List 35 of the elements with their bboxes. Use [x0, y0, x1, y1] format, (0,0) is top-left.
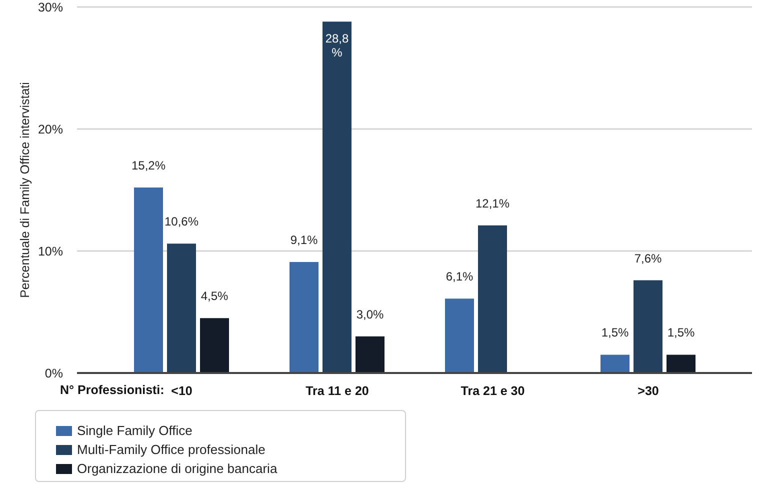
x-tick-label: Tra 11 e 20 — [306, 384, 369, 398]
bar — [134, 188, 163, 373]
y-tick-label: 30% — [38, 0, 63, 14]
legend-label: Organizzazione di origine bancaria — [77, 461, 278, 476]
bar — [290, 262, 318, 373]
data-label: 1,5% — [601, 326, 629, 340]
y-axis-title: Percentuale di Family Office intervistati — [18, 82, 32, 298]
x-tick-label: >30 — [638, 384, 659, 398]
data-label: 10,6% — [164, 214, 199, 229]
y-tick-label: 20% — [38, 122, 63, 136]
bar — [634, 280, 662, 373]
data-label: 1,5% — [667, 326, 695, 340]
bar — [600, 354, 630, 373]
legend-label: Single Family Office — [77, 423, 192, 438]
x-axis-title: N° Professionisti: — [60, 382, 164, 397]
bar — [666, 354, 696, 373]
x-tick-label: <10 — [171, 384, 192, 398]
bar — [478, 225, 507, 373]
bar — [200, 318, 229, 373]
bar — [445, 298, 474, 373]
data-label: 3,0% — [356, 307, 384, 322]
data-label: 15,2% — [131, 158, 166, 173]
bar — [322, 22, 352, 373]
y-tick-label: 0% — [44, 366, 63, 380]
data-label: 4,5% — [200, 289, 228, 304]
y-tick-label: 10% — [38, 244, 63, 258]
x-tick-label: Tra 21 e 30 — [460, 384, 525, 398]
bar — [356, 336, 384, 373]
data-label: 6,1% — [446, 270, 474, 284]
data-label: 7,6% — [634, 251, 662, 266]
data-label: 12,1% — [475, 196, 510, 210]
data-label: 9,1% — [290, 232, 318, 247]
legend-label: Multi-Family Office professionale — [77, 442, 266, 457]
bar — [167, 244, 196, 373]
data-label: 28,8% — [325, 32, 349, 60]
